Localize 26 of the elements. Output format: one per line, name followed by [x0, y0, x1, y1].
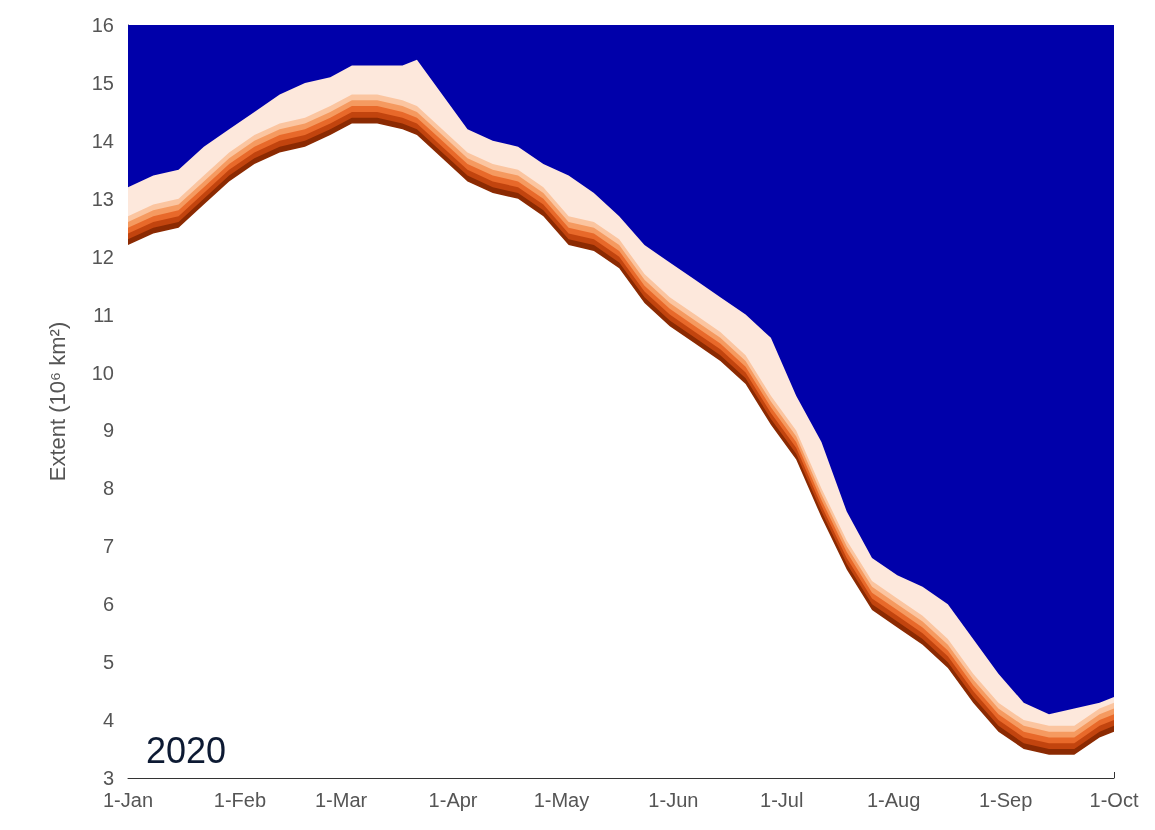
x-tick-label: 1-Jul [760, 789, 804, 811]
annotation: 2020 [146, 729, 227, 771]
y-tick-label: 13 [91, 187, 114, 210]
y-tick-label: 9 [102, 419, 114, 442]
y-axis-title: Extent (10⁶ km²) [44, 321, 70, 482]
x-tick-label: 1-Jun [648, 789, 699, 811]
y-tick-label: 7 [102, 535, 114, 558]
x-tick-label: 1-Jan [102, 789, 154, 811]
y-tick-label: 4 [102, 709, 114, 732]
y-tick-label: 10 [91, 361, 114, 384]
x-tick-label: 1-Aug [867, 789, 921, 811]
y-tick-label: 12 [91, 245, 114, 268]
y-tick-label: 14 [91, 129, 114, 152]
x-tick-label: 1-May [533, 789, 590, 811]
x-tick-label: 1-Sep [978, 789, 1033, 811]
x-tick-label: 1-Feb [213, 789, 267, 811]
x-tick-label: 1-Mar [314, 789, 368, 811]
y-tick-label: 3 [102, 767, 114, 789]
y-tick-label: 11 [93, 303, 114, 326]
x-tick-label: 1-Oct [1089, 789, 1139, 811]
y-tick-label: 6 [102, 593, 114, 616]
y-tick-label: 15 [91, 71, 114, 94]
y-tick-label: 5 [102, 651, 114, 674]
y-tick-label: 16 [91, 14, 114, 36]
y-tick-label: 8 [102, 477, 114, 500]
x-tick-label: 1-Apr [428, 789, 478, 811]
